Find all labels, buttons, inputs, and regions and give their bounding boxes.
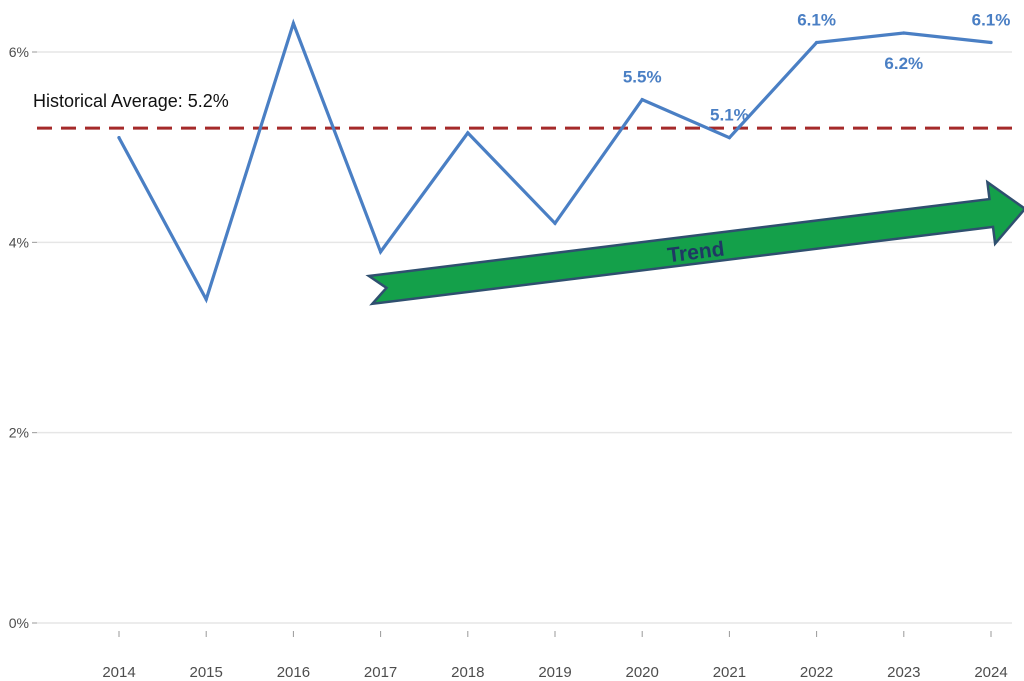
x-tick-label: 2020 bbox=[626, 664, 659, 681]
data-point bbox=[466, 131, 470, 135]
trend-arrow bbox=[365, 179, 1024, 306]
series-group bbox=[117, 18, 993, 304]
gridlines bbox=[37, 51, 1012, 624]
y-tick-label: 0% bbox=[9, 615, 29, 631]
data-point bbox=[815, 40, 819, 45]
x-tick-label: 2022 bbox=[800, 664, 833, 681]
data-labels: 5.5% 5.1% 6.1% 6.2% 6.1% bbox=[623, 10, 1011, 124]
data-point bbox=[640, 97, 644, 102]
data-point bbox=[379, 250, 383, 254]
x-tick-label: 2023 bbox=[887, 664, 920, 681]
data-label: 6.1% bbox=[972, 10, 1011, 29]
x-axis-ticks: 2014 2015 2016 2017 2018 2019 2020 2021 2022 2023… bbox=[102, 631, 1008, 681]
x-tick-label: 2016 bbox=[277, 664, 310, 681]
y-tick-label: 6% bbox=[9, 44, 29, 60]
x-tick-label: 2015 bbox=[190, 664, 223, 681]
data-point bbox=[989, 40, 993, 45]
x-tick-label: 2014 bbox=[102, 664, 135, 681]
data-label: 5.1% bbox=[710, 106, 749, 125]
y-tick-label: 4% bbox=[9, 234, 29, 250]
y-axis-ticks: 0% 2% 4% 6% bbox=[9, 44, 37, 631]
reference-line-label: Historical Average: 5.2% bbox=[33, 91, 229, 111]
x-tick-label: 2018 bbox=[451, 664, 484, 681]
x-tick-label: 2017 bbox=[364, 664, 397, 681]
data-point bbox=[117, 136, 121, 140]
data-point bbox=[902, 31, 906, 35]
x-tick-label: 2021 bbox=[713, 664, 746, 681]
data-point bbox=[204, 297, 208, 302]
data-label: 5.5% bbox=[623, 68, 662, 87]
reference-line-group: Historical Average: 5.2% bbox=[33, 91, 1012, 130]
trend-arrow-group: Trend bbox=[365, 179, 1024, 306]
data-label: 6.2% bbox=[884, 54, 923, 73]
x-tick-label: 2019 bbox=[538, 664, 571, 681]
data-label: 6.1% bbox=[797, 10, 836, 29]
data-point bbox=[727, 136, 732, 140]
y-tick-label: 2% bbox=[9, 425, 29, 441]
data-point bbox=[553, 221, 557, 225]
data-point bbox=[291, 21, 295, 26]
x-tick-label: 2024 bbox=[974, 664, 1007, 681]
